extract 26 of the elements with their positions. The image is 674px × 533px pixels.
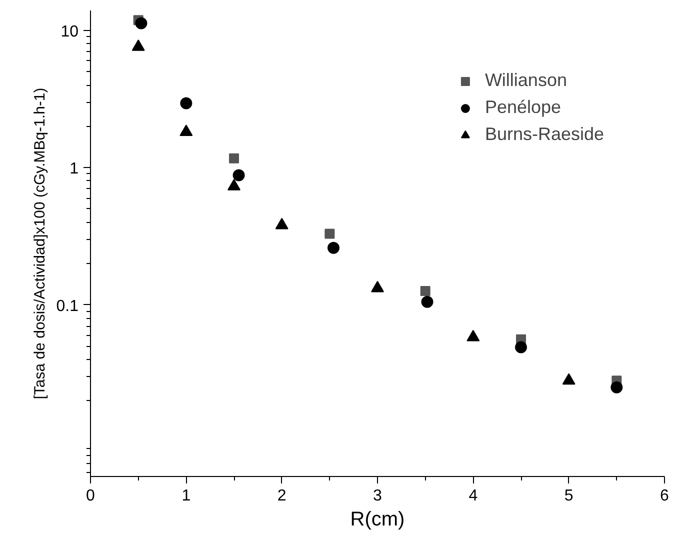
point: [420, 286, 430, 296]
point: [327, 242, 340, 254]
point: [232, 169, 245, 182]
point: [421, 296, 434, 308]
x-tick-label: 2: [277, 488, 286, 504]
y-tick-label: 1: [70, 160, 79, 178]
x-tick-label: 6: [660, 488, 670, 504]
x-tick-label: 3: [373, 488, 382, 504]
x-tick-label: 5: [564, 488, 574, 504]
point: [135, 17, 148, 30]
point: [324, 228, 335, 239]
point: [229, 153, 239, 164]
point: [180, 97, 192, 110]
x-axis-title: R(cm): [350, 508, 405, 530]
point: [515, 341, 527, 354]
legend-label: Penélope: [484, 97, 562, 118]
point: [610, 381, 623, 394]
y-tick-label: 0.1: [56, 298, 79, 315]
x-tick-label: 1: [182, 488, 191, 504]
legend-label: Burns-Raeside: [484, 124, 604, 145]
point: [562, 373, 576, 385]
x-tick-label: 0: [86, 488, 96, 504]
y-axis-title: [Tasa de dosis/Actividad]x100 (cGy.MBq-1.h-1): [31, 88, 48, 400]
legend-label: Willianson: [484, 70, 567, 91]
y-tick-label: 10: [60, 24, 79, 41]
x-tick-label: 4: [468, 488, 478, 504]
